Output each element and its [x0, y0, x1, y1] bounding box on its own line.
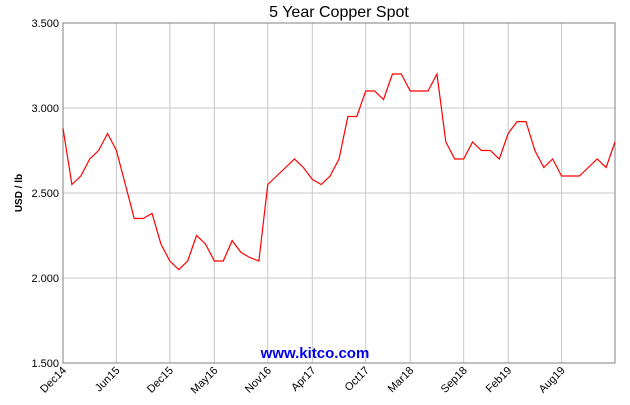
plot-frame: [62, 22, 616, 364]
y-tick-label: 2.500: [31, 188, 59, 200]
y-tick-label: 2.000: [31, 273, 59, 285]
y-tick-label: 1.500: [31, 358, 59, 370]
watermark: www.kitco.com: [260, 345, 370, 362]
price-line: [62, 72, 616, 271]
y-tick-label: 3.500: [31, 18, 59, 30]
chart-title: 5 Year Copper Spot: [269, 4, 409, 21]
y-tick-label: 3.000: [31, 103, 59, 115]
y-axis-label: USD / lb: [14, 174, 25, 212]
